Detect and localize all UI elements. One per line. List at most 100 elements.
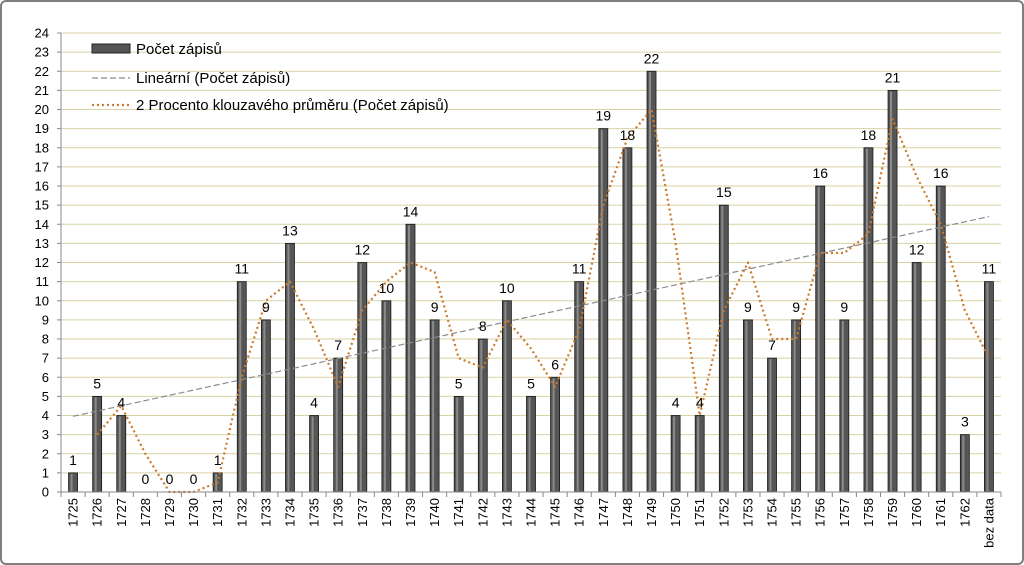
bar-1725 <box>68 472 78 493</box>
data-label-1738: 10 <box>379 280 395 296</box>
data-label-1761: 16 <box>933 165 949 181</box>
data-label-1758: 18 <box>861 127 877 143</box>
legend-swatch-bar <box>91 43 131 54</box>
bar-highlight-1756 <box>817 187 820 491</box>
x-tick-label-1761: 1761 <box>933 498 948 527</box>
x-tick-label-1731: 1731 <box>210 498 225 527</box>
data-label-1743: 10 <box>499 280 515 296</box>
legend-label-trendline: Lineární (Počet zápisů) <box>136 70 290 87</box>
bar-highlight-1748 <box>624 148 627 491</box>
bar-highlight-1727 <box>118 416 121 491</box>
bar-1762 <box>959 434 970 493</box>
x-tick-label-1725: 1725 <box>66 498 81 527</box>
bar-highlight-1759 <box>890 91 893 491</box>
data-label-bez data: 11 <box>982 261 997 277</box>
bar-highlight-1762 <box>962 435 965 491</box>
x-tick-label-1737: 1737 <box>355 498 370 527</box>
data-label-1727: 4 <box>117 395 125 411</box>
bar-highlight-bez data <box>986 282 989 491</box>
bar-1740 <box>429 319 440 493</box>
x-tick-label-1754: 1754 <box>765 498 780 527</box>
y-tick-label-12: 12 <box>35 255 49 270</box>
data-label-1740: 9 <box>431 299 439 315</box>
data-label-1746: 11 <box>572 261 587 277</box>
x-tick-label-1745: 1745 <box>548 498 563 527</box>
y-tick-label-20: 20 <box>35 102 49 117</box>
y-tick-label-6: 6 <box>42 370 49 385</box>
bar-1735 <box>309 415 319 493</box>
y-tick-label-22: 22 <box>35 64 49 79</box>
bar-1759 <box>887 89 898 493</box>
data-label-1748: 18 <box>620 127 636 143</box>
x-tick-label-1747: 1747 <box>596 498 611 527</box>
data-label-1745: 6 <box>551 356 559 372</box>
data-label-1759: 21 <box>885 69 901 85</box>
data-label-1729: 0 <box>166 471 174 487</box>
data-label-1752: 15 <box>716 184 732 200</box>
data-label-1726: 5 <box>93 375 101 391</box>
bar-highlight-1733 <box>263 320 266 491</box>
bar-highlight-1754 <box>769 359 772 491</box>
y-tick-label-15: 15 <box>35 198 49 213</box>
data-label-1733: 9 <box>262 299 270 315</box>
bar-1747 <box>598 128 609 493</box>
data-label-1755: 9 <box>792 299 800 315</box>
y-tick-label-18: 18 <box>35 140 49 155</box>
bar-highlight-1747 <box>600 129 603 491</box>
data-label-1735: 4 <box>310 395 318 411</box>
bar-highlight-1744 <box>528 397 531 491</box>
trendline-linear <box>72 215 990 417</box>
data-label-1751: 4 <box>696 395 704 411</box>
bar-highlight-1740 <box>432 320 435 491</box>
bar-highlight-1742 <box>480 340 483 491</box>
x-tick-label-1738: 1738 <box>379 498 394 527</box>
bar-highlight-1736 <box>335 359 338 491</box>
bar-highlight-1737 <box>359 263 362 491</box>
y-tick-label-23: 23 <box>35 45 49 60</box>
bar-1752 <box>718 204 729 493</box>
bar-1732 <box>236 281 247 493</box>
y-tick-label-7: 7 <box>42 351 49 366</box>
y-tick-label-11: 11 <box>36 274 50 289</box>
x-tick-label-1762: 1762 <box>957 498 972 527</box>
x-tick-label-1760: 1760 <box>909 498 924 527</box>
lines <box>72 108 990 494</box>
x-tick-label-1753: 1753 <box>740 498 755 527</box>
bar-1749 <box>646 70 657 493</box>
data-label-1734: 13 <box>282 222 298 238</box>
y-tick-label-13: 13 <box>35 236 49 251</box>
x-tick-label-1740: 1740 <box>427 498 442 527</box>
bar-1745 <box>550 376 561 493</box>
bar-highlight-1757 <box>841 320 844 491</box>
y-tick-label-24: 24 <box>35 26 49 41</box>
data-label-1754: 7 <box>768 337 776 353</box>
bar-1750 <box>670 415 681 493</box>
bar-highlight-1725 <box>70 473 73 491</box>
bar-1753 <box>743 319 753 493</box>
y-tick-label-8: 8 <box>42 332 49 347</box>
y-tick-label-9: 9 <box>42 312 49 327</box>
bar-1742 <box>477 338 488 493</box>
x-tick-label-1732: 1732 <box>234 498 249 527</box>
y-tick-label-19: 19 <box>35 121 49 136</box>
y-tick-label-21: 21 <box>35 83 49 98</box>
legend: Počet zápisů Lineární (Počet zápisů) 2 P… <box>91 41 449 114</box>
bar-highlight-1752 <box>721 206 724 491</box>
x-tick-label-1728: 1728 <box>138 498 153 527</box>
bar-highlight-1738 <box>383 301 386 491</box>
data-label-1728: 0 <box>141 471 149 487</box>
x-tick-label-1746: 1746 <box>572 498 587 527</box>
data-label-1749: 22 <box>644 50 660 66</box>
bar-highlight-1743 <box>504 301 507 491</box>
x-tick-label-1727: 1727 <box>114 498 129 527</box>
bar-1738 <box>381 300 392 493</box>
bar-1757 <box>839 319 850 493</box>
bar-highlight-1749 <box>649 72 652 491</box>
x-tick-label-1759: 1759 <box>885 498 900 527</box>
bar-1751 <box>694 415 705 493</box>
bar-highlight-1735 <box>311 416 314 491</box>
data-label-1762: 3 <box>961 414 969 430</box>
y-tick-label-1: 1 <box>42 465 49 480</box>
